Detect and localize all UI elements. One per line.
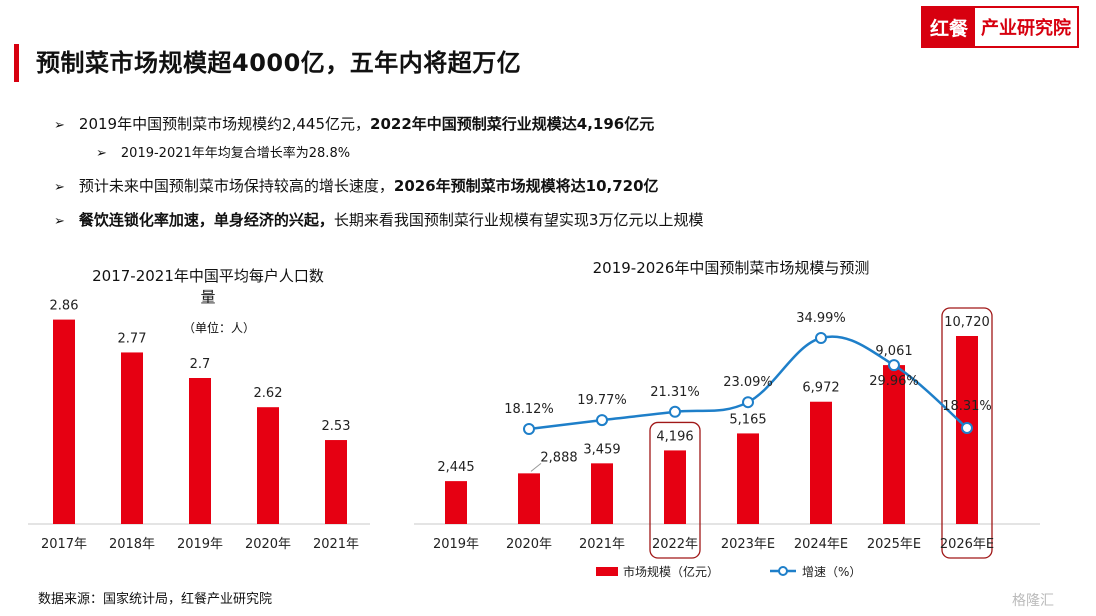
bar — [518, 473, 540, 524]
growth-value-label: 21.31% — [650, 385, 700, 400]
legend-bar-swatch — [596, 567, 618, 576]
bar — [737, 433, 759, 524]
growth-value-label: 29.96% — [869, 374, 919, 389]
bar-value-label: 3,459 — [583, 442, 620, 457]
bullet-arrow-icon: ➢ — [54, 214, 65, 229]
legend-bar-label: 市场规模（亿元） — [623, 564, 719, 579]
bar-value-label: 5,165 — [729, 412, 766, 427]
bar-value-label: 4,196 — [656, 429, 693, 444]
bar-value-label: 2,888 — [540, 450, 577, 465]
chart-unit-note: （单位：人） — [183, 320, 255, 335]
x-tick-label: 2017年 — [41, 537, 87, 552]
bullet-subitem: ➢ 2019-2021年年均复合增长率为28.8% — [96, 143, 350, 165]
bar-value-label: 2.62 — [254, 386, 283, 401]
bar — [883, 365, 905, 524]
bullet-bold-text: 2022年中国预制菜行业规模达4,196亿元 — [370, 115, 655, 133]
growth-point — [523, 423, 535, 435]
bullet-text: 2019-2021年年均复合增长率为28.8% — [120, 146, 351, 161]
x-tick-label: 2020年 — [506, 537, 552, 552]
bar-value-label: 10,720 — [944, 315, 990, 330]
x-tick-label: 2020年 — [245, 537, 291, 552]
x-tick-label: 2022年 — [652, 537, 698, 552]
x-tick-label: 2026年E — [940, 537, 994, 552]
bar-value-label: 6,972 — [802, 381, 839, 396]
growth-point — [888, 359, 900, 372]
chart-title: 2019-2026年中国预制菜市场规模与预测 — [593, 259, 870, 277]
bar-value-label: 9,061 — [875, 344, 912, 359]
x-tick-label: 2021年 — [313, 537, 359, 552]
watermark: 格隆汇 — [1012, 593, 1054, 609]
bullet-item: ➢ 2019年中国预制菜市场规模约2,445亿元，2022年中国预制菜行业规模达4… — [54, 113, 654, 137]
bar — [664, 450, 686, 524]
legend-line-marker — [778, 566, 788, 576]
growth-point — [742, 396, 754, 409]
x-tick-label: 2018年 — [109, 537, 155, 552]
bar — [189, 378, 211, 524]
bullet-bold-text: 餐饮连锁化率加速，单身经济的兴起， — [78, 211, 334, 229]
bar — [325, 440, 347, 524]
growth-point — [961, 421, 973, 434]
bullet-text: 2019年中国预制菜市场规模约2,445亿元， — [78, 115, 371, 133]
bar-value-label: 2.7 — [190, 357, 211, 372]
bullet-bold-text: 2026年预制菜市场规模将达10,720亿 — [393, 177, 659, 195]
highlight-box — [941, 307, 993, 559]
x-tick-label: 2021年 — [579, 537, 625, 552]
growth-value-label: 18.31% — [942, 399, 992, 414]
title-accent-bar — [14, 44, 19, 82]
chart-title: 2017-2021年中国平均每户人口数 — [92, 267, 324, 285]
bar — [53, 319, 75, 524]
bar-value-label: 2.77 — [118, 331, 147, 346]
x-tick-label: 2025年E — [867, 537, 921, 552]
bar-value-label: 2,445 — [437, 460, 474, 475]
x-tick-label: 2019年 — [177, 537, 223, 552]
page-title: 预制菜市场规模超4000亿，五年内将超万亿 — [36, 49, 522, 77]
highlight-box — [649, 421, 701, 559]
bullet-item: ➢ 餐饮连锁化率加速，单身经济的兴起，长期来看我国预制菜行业规模有望实现3万亿元以… — [54, 209, 703, 233]
logo: 红餐 产业研究院 — [921, 6, 1080, 48]
data-source-note: 数据来源：国家统计局，红餐产业研究院 — [38, 592, 273, 607]
label-leader-line — [530, 462, 542, 472]
x-tick-label: 2024年E — [794, 537, 848, 552]
bullet-item: ➢ 预计未来中国预制菜市场保持较高的增长速度，2026年预制菜市场规模将达10,7… — [54, 175, 659, 199]
bar-value-label: 2.86 — [50, 299, 79, 314]
bullet-text: 预计未来中国预制菜市场保持较高的增长速度， — [78, 177, 394, 195]
bar — [591, 463, 613, 524]
bar-value-label: 2.53 — [322, 419, 351, 434]
bar — [257, 407, 279, 524]
growth-point — [669, 405, 681, 418]
x-tick-label: 2023年E — [721, 537, 775, 552]
logo-mark: 红餐 — [923, 8, 976, 46]
bullet-arrow-icon: ➢ — [96, 146, 107, 161]
growth-value-label: 23.09% — [723, 375, 773, 390]
growth-point — [815, 332, 827, 344]
bullet-arrow-icon: ➢ — [54, 118, 65, 133]
legend-line-label: 增速（%） — [802, 565, 861, 579]
growth-value-label: 34.99% — [796, 311, 846, 326]
logo-text: 产业研究院 — [981, 18, 1072, 39]
market-size-combo-chart: 2019-2026年中国预制菜市场规模与预测 2,445 2019年 2,888 202… — [414, 259, 1040, 579]
bullet-text: 长期来看我国预制菜行业规模有望实现3万亿元以上规模 — [333, 211, 704, 229]
growth-value-label: 18.12% — [504, 402, 554, 417]
bar — [810, 401, 832, 524]
bar — [121, 352, 143, 524]
x-tick-label: 2019年 — [433, 537, 479, 552]
bullet-arrow-icon: ➢ — [54, 180, 65, 195]
chart-title: 量 — [200, 288, 215, 306]
growth-value-label: 19.77% — [577, 393, 627, 408]
growth-point — [596, 414, 608, 427]
bar — [445, 481, 467, 524]
